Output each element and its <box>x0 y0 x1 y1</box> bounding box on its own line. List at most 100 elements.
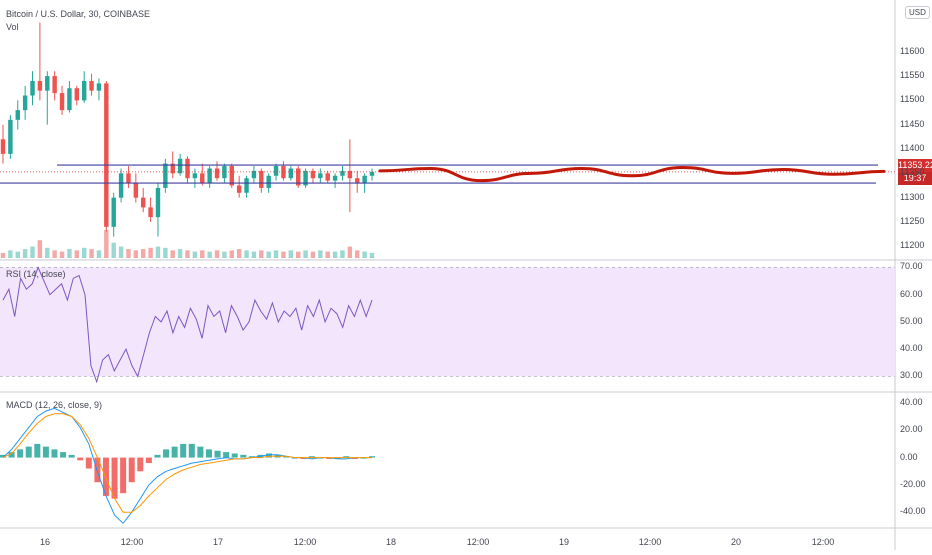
macd-histogram-bar <box>308 456 315 458</box>
volume-bar <box>185 250 190 258</box>
volume-bar <box>96 250 102 258</box>
candle-body <box>259 170 264 188</box>
candle-body <box>96 83 102 91</box>
candle-body <box>281 166 286 179</box>
volume-bar <box>347 246 353 258</box>
volume-bar <box>369 252 375 258</box>
candle-body <box>163 163 168 188</box>
macd-histogram-bar <box>248 456 255 458</box>
macd-histogram-bar <box>163 449 170 458</box>
macd-tick-label: -20.00 <box>900 478 926 489</box>
volume-bar <box>362 251 367 258</box>
time-tick-label: 12:00 <box>638 537 662 547</box>
candle-body <box>81 80 87 101</box>
candle-body <box>37 80 43 91</box>
candle-body <box>310 170 316 179</box>
macd-histogram-bar <box>351 457 358 459</box>
rsi-line <box>2 266 373 384</box>
volume-bar <box>266 251 271 258</box>
time-tick-label: 18 <box>385 537 397 547</box>
rsi-tick-label: 70.00 <box>900 261 923 272</box>
rsi-tick-label: 50.00 <box>900 315 923 326</box>
candle-body <box>332 175 338 181</box>
volume-bar <box>104 230 109 258</box>
volume-bar <box>229 250 234 258</box>
candle-body <box>67 88 72 111</box>
last-price-badge: 11353.22 <box>898 159 932 172</box>
price-tick-label: 11350 <box>900 167 925 178</box>
volume-bar <box>30 246 35 258</box>
time-tick-label: 12:00 <box>811 537 835 547</box>
macd-histogram-bar <box>171 446 178 458</box>
volume-bar <box>8 250 13 258</box>
candle-body <box>22 95 28 111</box>
volume-bar <box>37 240 43 258</box>
volume-bar <box>200 250 205 258</box>
currency-button[interactable]: USD <box>905 6 930 19</box>
macd-histogram-bar <box>240 454 247 458</box>
volume-bar <box>89 249 94 258</box>
candle-body <box>251 170 257 179</box>
rsi-tick-label: 60.00 <box>900 288 923 299</box>
macd-histogram-bar <box>0 454 7 458</box>
candle-body <box>148 207 153 218</box>
candle-body <box>8 119 13 154</box>
rsi-tick-label: 40.00 <box>900 343 923 354</box>
rsi-pane-title: RSI (14, close) <box>6 269 66 279</box>
volume-bar <box>303 250 308 258</box>
volume-bar <box>141 249 146 258</box>
price-tick-label: 11250 <box>900 215 925 226</box>
volume-bar <box>0 252 6 258</box>
volume-bar <box>251 251 257 258</box>
time-tick-label: 19 <box>558 537 570 547</box>
candle-body <box>59 93 65 111</box>
macd-histogram-bar <box>85 457 92 469</box>
price-tick-label: 11500 <box>900 94 925 105</box>
candle-body <box>200 173 205 184</box>
macd-histogram-bar <box>231 453 238 458</box>
candle-body <box>185 158 190 179</box>
price-tick-label: 11450 <box>900 118 925 129</box>
macd-pane-title: MACD (12, 26, close, 9) <box>6 400 103 410</box>
macd-histogram-bar <box>34 443 41 458</box>
candle-body <box>355 178 360 184</box>
volume-bar <box>15 251 20 258</box>
volume-bar <box>74 250 80 258</box>
rsi-tick-label: 30.00 <box>900 370 923 381</box>
time-tick-label: 16 <box>39 537 51 547</box>
symbol-title: Bitcoin / U.S. Dollar, 30, COINBASE <box>6 9 151 19</box>
volume-bar <box>163 247 168 258</box>
candle-body <box>236 185 242 193</box>
volume-bar <box>214 250 220 258</box>
candle-body <box>104 83 109 227</box>
volume-bar <box>332 251 338 258</box>
macd-histogram-bar <box>42 446 49 458</box>
candle-body <box>229 166 234 186</box>
volume-bar <box>222 251 227 258</box>
macd-tick-label: 40.00 <box>900 396 923 407</box>
candle-body <box>362 175 367 184</box>
volume-bar <box>236 249 242 258</box>
macd-histogram-bar <box>8 452 15 458</box>
macd-histogram-bar <box>137 457 144 472</box>
volume-bar <box>273 250 279 258</box>
volume-bar <box>59 251 65 258</box>
time-tick-label: 20 <box>730 537 742 547</box>
price-tick-label: 11300 <box>900 191 925 202</box>
candle-body <box>126 173 131 184</box>
candle-body <box>288 168 294 179</box>
volume-label: Vol <box>6 22 19 32</box>
macd-histogram-bar <box>197 446 204 458</box>
countdown-badge: 19:37 <box>898 172 932 185</box>
time-tick-label: 12:00 <box>293 537 317 547</box>
macd-histogram-bar <box>214 450 221 458</box>
price-tick-label: 11600 <box>900 45 925 56</box>
candle-body <box>192 173 198 179</box>
candle-body <box>266 175 271 188</box>
price-tick-label: 11200 <box>900 240 925 251</box>
macd-histogram-bar <box>60 452 67 458</box>
macd-histogram-bar <box>368 456 376 458</box>
macd-signal-line <box>2 413 372 513</box>
projection-curve <box>378 165 886 183</box>
